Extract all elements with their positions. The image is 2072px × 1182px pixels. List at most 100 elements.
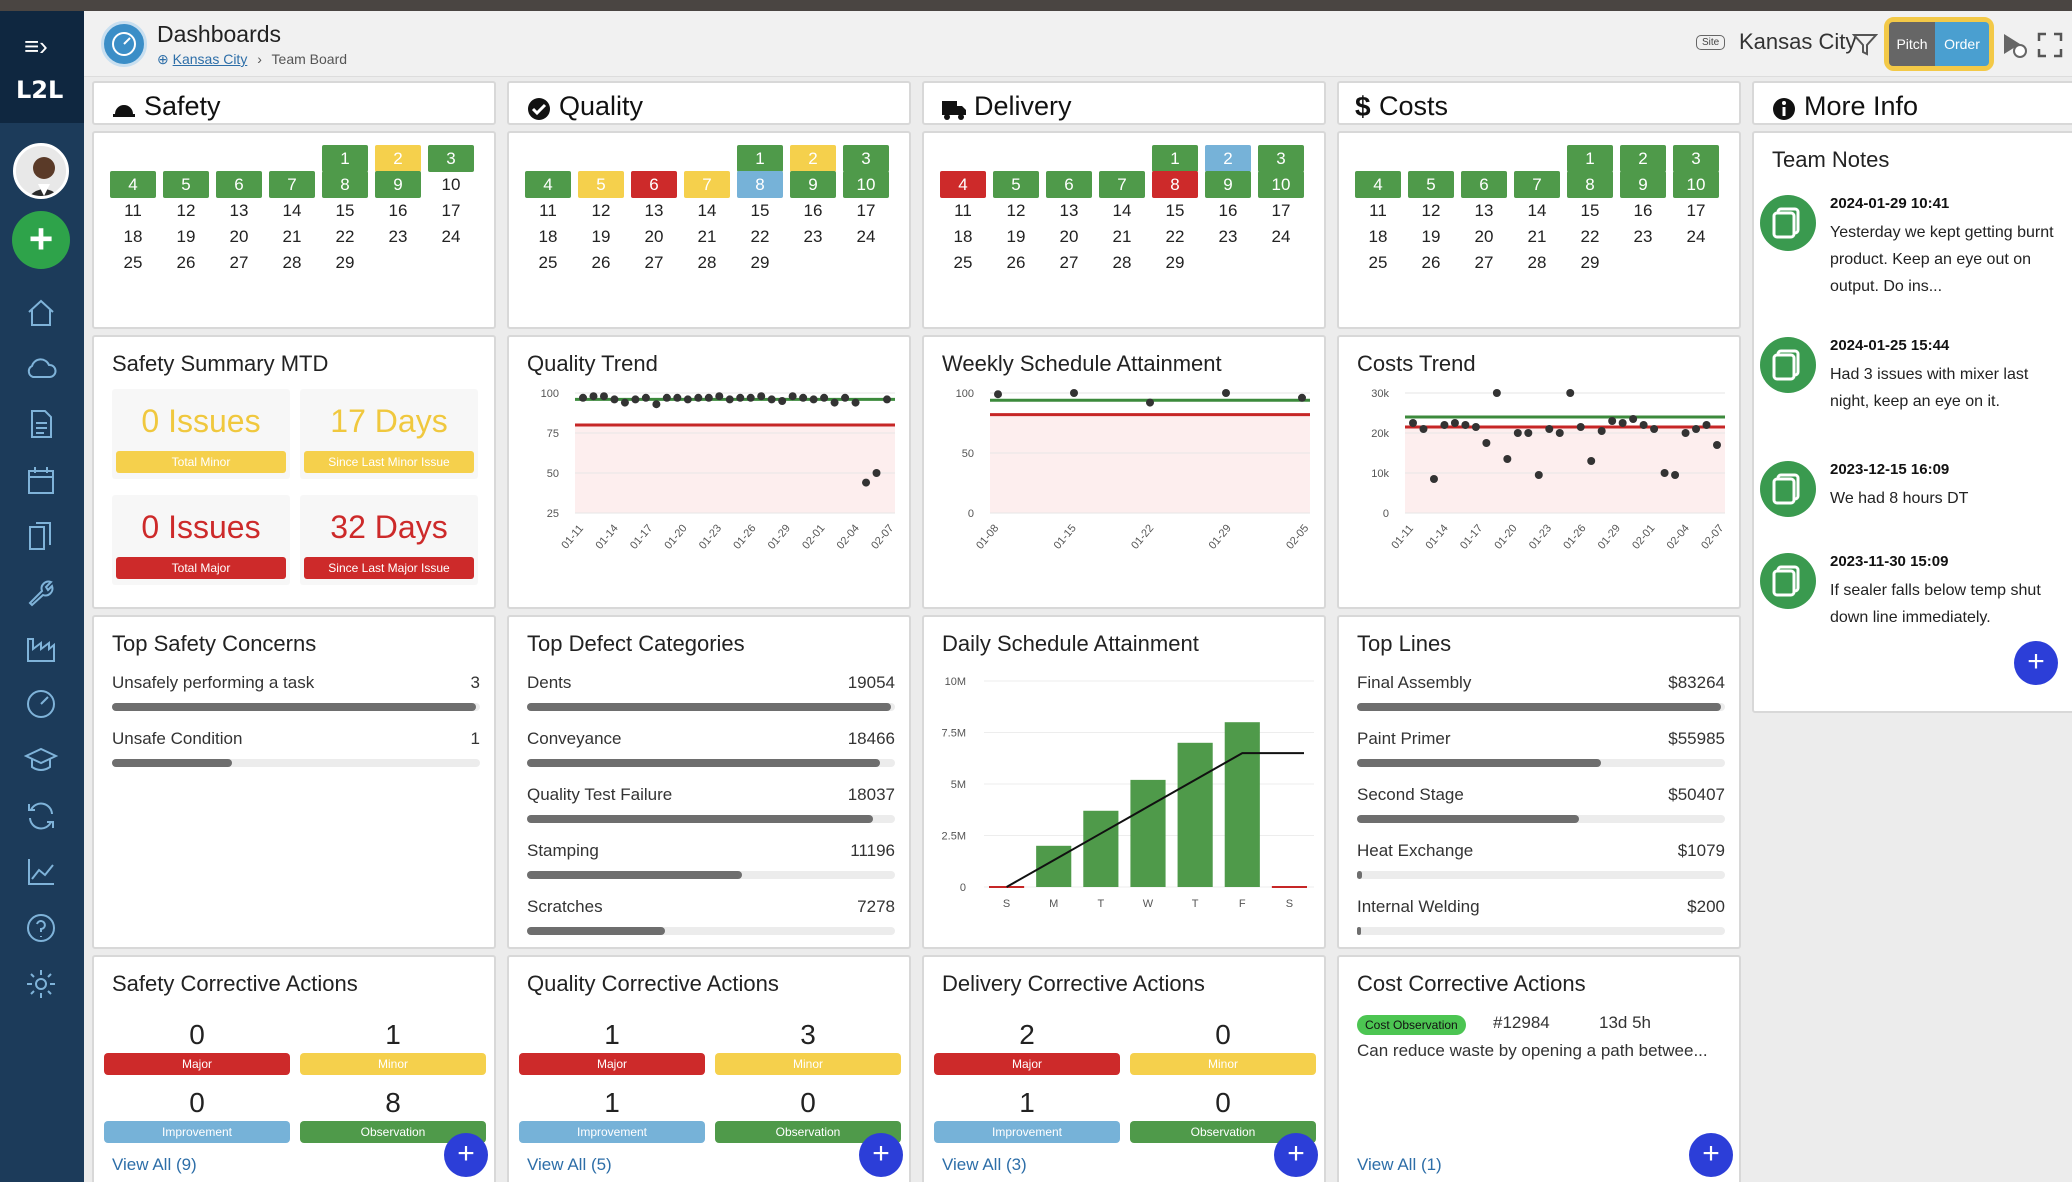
data-point[interactable] bbox=[673, 393, 682, 402]
calendar-day[interactable]: 9 bbox=[790, 171, 836, 198]
calendar-day[interactable]: 6 bbox=[1046, 171, 1092, 198]
cloud-icon[interactable] bbox=[24, 351, 58, 385]
factory-icon[interactable] bbox=[24, 631, 58, 665]
data-point[interactable] bbox=[1702, 421, 1711, 429]
data-point[interactable] bbox=[1222, 389, 1230, 397]
major-count[interactable]: 2 bbox=[1019, 1019, 1035, 1050]
calendar-day[interactable]: 11 bbox=[124, 201, 142, 220]
calendar-day[interactable]: 15 bbox=[1165, 201, 1185, 220]
data-point[interactable] bbox=[1597, 427, 1606, 435]
data-point[interactable] bbox=[883, 395, 891, 404]
help-icon[interactable] bbox=[24, 911, 58, 945]
view-all-link[interactable]: View All (9) bbox=[112, 1155, 197, 1174]
calendar-day[interactable]: 19 bbox=[1421, 227, 1441, 246]
data-point[interactable] bbox=[620, 398, 629, 407]
calendar-day[interactable]: 18 bbox=[123, 227, 143, 246]
calendar-day[interactable]: 25 bbox=[123, 253, 143, 272]
calendar-day[interactable]: 25 bbox=[953, 253, 973, 272]
calendar-day[interactable]: 24 bbox=[1271, 227, 1291, 246]
calendar-day[interactable]: 4 bbox=[1355, 171, 1401, 198]
calendar-day[interactable]: 21 bbox=[282, 227, 302, 246]
data-point[interactable] bbox=[1482, 439, 1491, 447]
calendar-day[interactable]: 17 bbox=[1686, 201, 1706, 220]
data-point[interactable] bbox=[694, 393, 703, 402]
data-point[interactable] bbox=[746, 393, 755, 402]
calendar-day[interactable]: 11 bbox=[1369, 201, 1387, 220]
data-point[interactable] bbox=[1629, 415, 1638, 423]
calendar-day[interactable]: 14 bbox=[1112, 201, 1132, 220]
calendar-day[interactable]: 25 bbox=[538, 253, 558, 272]
data-point[interactable] bbox=[1576, 423, 1585, 431]
data-point[interactable] bbox=[683, 395, 692, 404]
data-point[interactable] bbox=[610, 395, 619, 404]
calendar-day[interactable]: 23 bbox=[1218, 227, 1238, 246]
document-icon[interactable] bbox=[24, 407, 58, 441]
data-point[interactable] bbox=[662, 393, 671, 402]
calendar-day[interactable]: 18 bbox=[953, 227, 973, 246]
settings-icon[interactable] bbox=[24, 967, 58, 1001]
calendar-day[interactable]: 23 bbox=[388, 227, 408, 246]
toggle-order[interactable]: Order bbox=[1935, 22, 1989, 66]
bar[interactable] bbox=[1224, 722, 1260, 887]
calendar-day[interactable]: 5 bbox=[993, 171, 1039, 198]
data-point[interactable] bbox=[767, 395, 776, 404]
calendar-day[interactable]: 6 bbox=[216, 171, 262, 198]
calendar-day[interactable]: 29 bbox=[335, 253, 355, 272]
calendar-day[interactable]: 1 bbox=[1567, 145, 1613, 172]
data-point[interactable] bbox=[1639, 421, 1648, 429]
add-button[interactable]: + bbox=[12, 211, 70, 269]
observation-count[interactable]: 8 bbox=[385, 1087, 401, 1118]
calendar-day[interactable]: 6 bbox=[1461, 171, 1507, 198]
calendar-day[interactable]: 11 bbox=[539, 201, 557, 220]
data-point[interactable] bbox=[1513, 429, 1522, 437]
bar[interactable] bbox=[1177, 742, 1213, 887]
data-point[interactable] bbox=[994, 390, 1002, 399]
avatar[interactable] bbox=[13, 143, 69, 199]
calendar-day[interactable]: 28 bbox=[697, 253, 717, 272]
calendar-day[interactable]: 23 bbox=[803, 227, 823, 246]
calendar-day[interactable]: 21 bbox=[1527, 227, 1547, 246]
data-point[interactable] bbox=[1440, 421, 1449, 429]
calendar-day[interactable]: 22 bbox=[1580, 227, 1600, 246]
data-point[interactable] bbox=[1409, 419, 1417, 427]
calendar-day[interactable]: 15 bbox=[335, 201, 355, 220]
calendar-day[interactable]: 3 bbox=[1673, 145, 1719, 172]
data-point[interactable] bbox=[1534, 471, 1543, 479]
calendar-day[interactable]: 16 bbox=[1633, 201, 1653, 220]
calendar-day[interactable]: 22 bbox=[750, 227, 770, 246]
data-point[interactable] bbox=[1692, 425, 1701, 433]
cost-ca-id[interactable]: #12984 bbox=[1493, 1013, 1550, 1032]
total-minor-box[interactable]: 0 Issues Total Minor bbox=[112, 389, 290, 479]
menu-icon[interactable]: ≡› bbox=[24, 31, 48, 61]
gauge-icon[interactable] bbox=[24, 687, 58, 721]
calendar-day[interactable]: 26 bbox=[591, 253, 611, 272]
calendar-day[interactable]: 8 bbox=[1152, 171, 1198, 198]
calendar-day[interactable]: 10 bbox=[1673, 171, 1719, 198]
calendar-day[interactable]: 12 bbox=[1421, 201, 1441, 220]
calendar-day[interactable]: 22 bbox=[1165, 227, 1185, 246]
breadcrumb-site-link[interactable]: Kansas City bbox=[172, 51, 248, 67]
data-point[interactable] bbox=[851, 398, 860, 407]
minor-count[interactable]: 1 bbox=[385, 1019, 401, 1050]
graduation-cap-icon[interactable] bbox=[23, 743, 59, 777]
calendar-day[interactable]: 2 bbox=[375, 145, 421, 172]
data-point[interactable] bbox=[579, 393, 587, 402]
data-point[interactable] bbox=[788, 392, 797, 401]
calendar-day[interactable]: 20 bbox=[644, 227, 664, 246]
calendar-day[interactable]: 16 bbox=[803, 201, 823, 220]
view-all-link[interactable]: View All (3) bbox=[942, 1155, 1027, 1174]
calendar-day[interactable]: 5 bbox=[163, 171, 209, 198]
calendar-day[interactable]: 13 bbox=[1059, 201, 1079, 220]
days-since-minor-box[interactable]: 17 Days Since Last Minor Issue bbox=[300, 389, 478, 479]
data-point[interactable] bbox=[1419, 425, 1428, 433]
filter-icon[interactable] bbox=[1851, 31, 1879, 57]
add-corrective-button[interactable]: + bbox=[859, 1133, 903, 1177]
data-point[interactable] bbox=[757, 392, 766, 401]
data-point[interactable] bbox=[1450, 419, 1459, 427]
calendar-day[interactable]: 9 bbox=[1205, 171, 1251, 198]
data-point[interactable] bbox=[1524, 429, 1533, 437]
calendar-day[interactable]: 28 bbox=[1112, 253, 1132, 272]
data-point[interactable] bbox=[1608, 417, 1617, 425]
calendar-day[interactable]: 10 bbox=[441, 175, 461, 194]
calendar-day[interactable]: 21 bbox=[1112, 227, 1132, 246]
